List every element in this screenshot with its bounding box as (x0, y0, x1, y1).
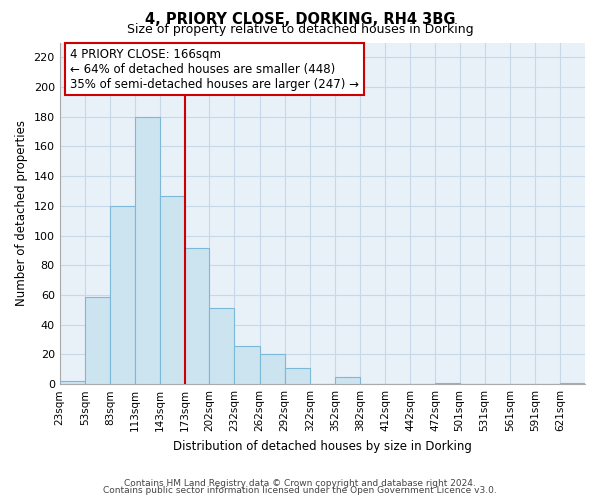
Bar (435, 382, 460, 384)
Bar (85, 296, 110, 384)
Text: 4 PRIORY CLOSE: 166sqm
← 64% of detached houses are smaller (448)
35% of semi-de: 4 PRIORY CLOSE: 166sqm ← 64% of detached… (70, 48, 359, 90)
Bar (284, 368, 310, 384)
Bar (335, 377, 360, 384)
Bar (209, 308, 235, 384)
X-axis label: Distribution of detached houses by size in Dorking: Distribution of detached houses by size … (173, 440, 472, 452)
Bar (235, 346, 260, 384)
Bar (135, 117, 160, 384)
Bar (59, 381, 85, 384)
Text: Contains HM Land Registry data © Crown copyright and database right 2024.: Contains HM Land Registry data © Crown c… (124, 478, 476, 488)
Text: Contains public sector information licensed under the Open Government Licence v3: Contains public sector information licen… (103, 486, 497, 495)
Bar (560, 382, 585, 384)
Text: 4, PRIORY CLOSE, DORKING, RH4 3BG: 4, PRIORY CLOSE, DORKING, RH4 3BG (145, 12, 455, 28)
Bar (260, 354, 284, 384)
Bar (160, 196, 185, 384)
Text: Size of property relative to detached houses in Dorking: Size of property relative to detached ho… (127, 24, 473, 36)
Bar (185, 248, 209, 384)
Y-axis label: Number of detached properties: Number of detached properties (15, 120, 28, 306)
Bar (110, 206, 135, 384)
